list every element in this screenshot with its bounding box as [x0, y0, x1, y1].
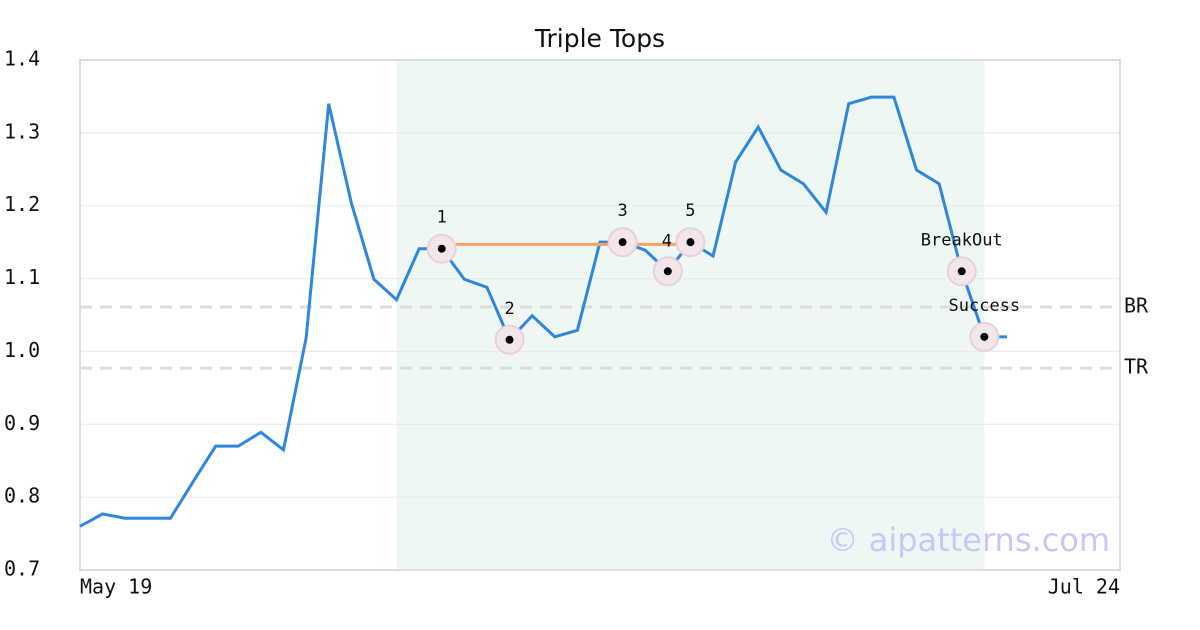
y-tick-label: 0.7: [4, 557, 40, 581]
watermark: © aipatterns.com: [827, 521, 1110, 559]
y-tick-label: 1.3: [4, 119, 40, 143]
y-tick-label: 0.9: [4, 411, 40, 435]
y-tick-label: 1.0: [4, 338, 40, 362]
y-tick-label: 1.1: [4, 265, 40, 289]
y-tick-label: 1.4: [4, 47, 40, 71]
pattern-region: [396, 60, 985, 570]
chart-title: Triple Tops: [534, 24, 665, 53]
series-line: [79, 95, 1007, 528]
marker-dot: [437, 244, 446, 253]
marker-dot: [980, 332, 989, 341]
marker-dot: [957, 267, 966, 276]
y-tick-label: 1.2: [4, 192, 40, 216]
level-label: TR: [1124, 355, 1149, 379]
level-label: BR: [1124, 293, 1149, 317]
marker-label: BreakOut: [921, 230, 1003, 250]
marker-dot: [618, 238, 627, 247]
x-tick-label: May 19: [80, 575, 152, 599]
marker-label: 2: [504, 299, 514, 319]
x-tick-label: Jul 24: [1048, 575, 1120, 599]
marker-label: 1: [437, 208, 447, 228]
marker-label: Success: [949, 296, 1021, 316]
marker-label: 3: [617, 201, 627, 221]
y-tick-label: 0.8: [4, 484, 40, 508]
marker-dot: [505, 335, 514, 344]
marker-label: 4: [662, 231, 672, 251]
marker-label: 5: [685, 201, 695, 221]
marker-dot: [686, 238, 695, 247]
plot-frame: [79, 59, 1121, 571]
marker-dot: [663, 267, 672, 276]
